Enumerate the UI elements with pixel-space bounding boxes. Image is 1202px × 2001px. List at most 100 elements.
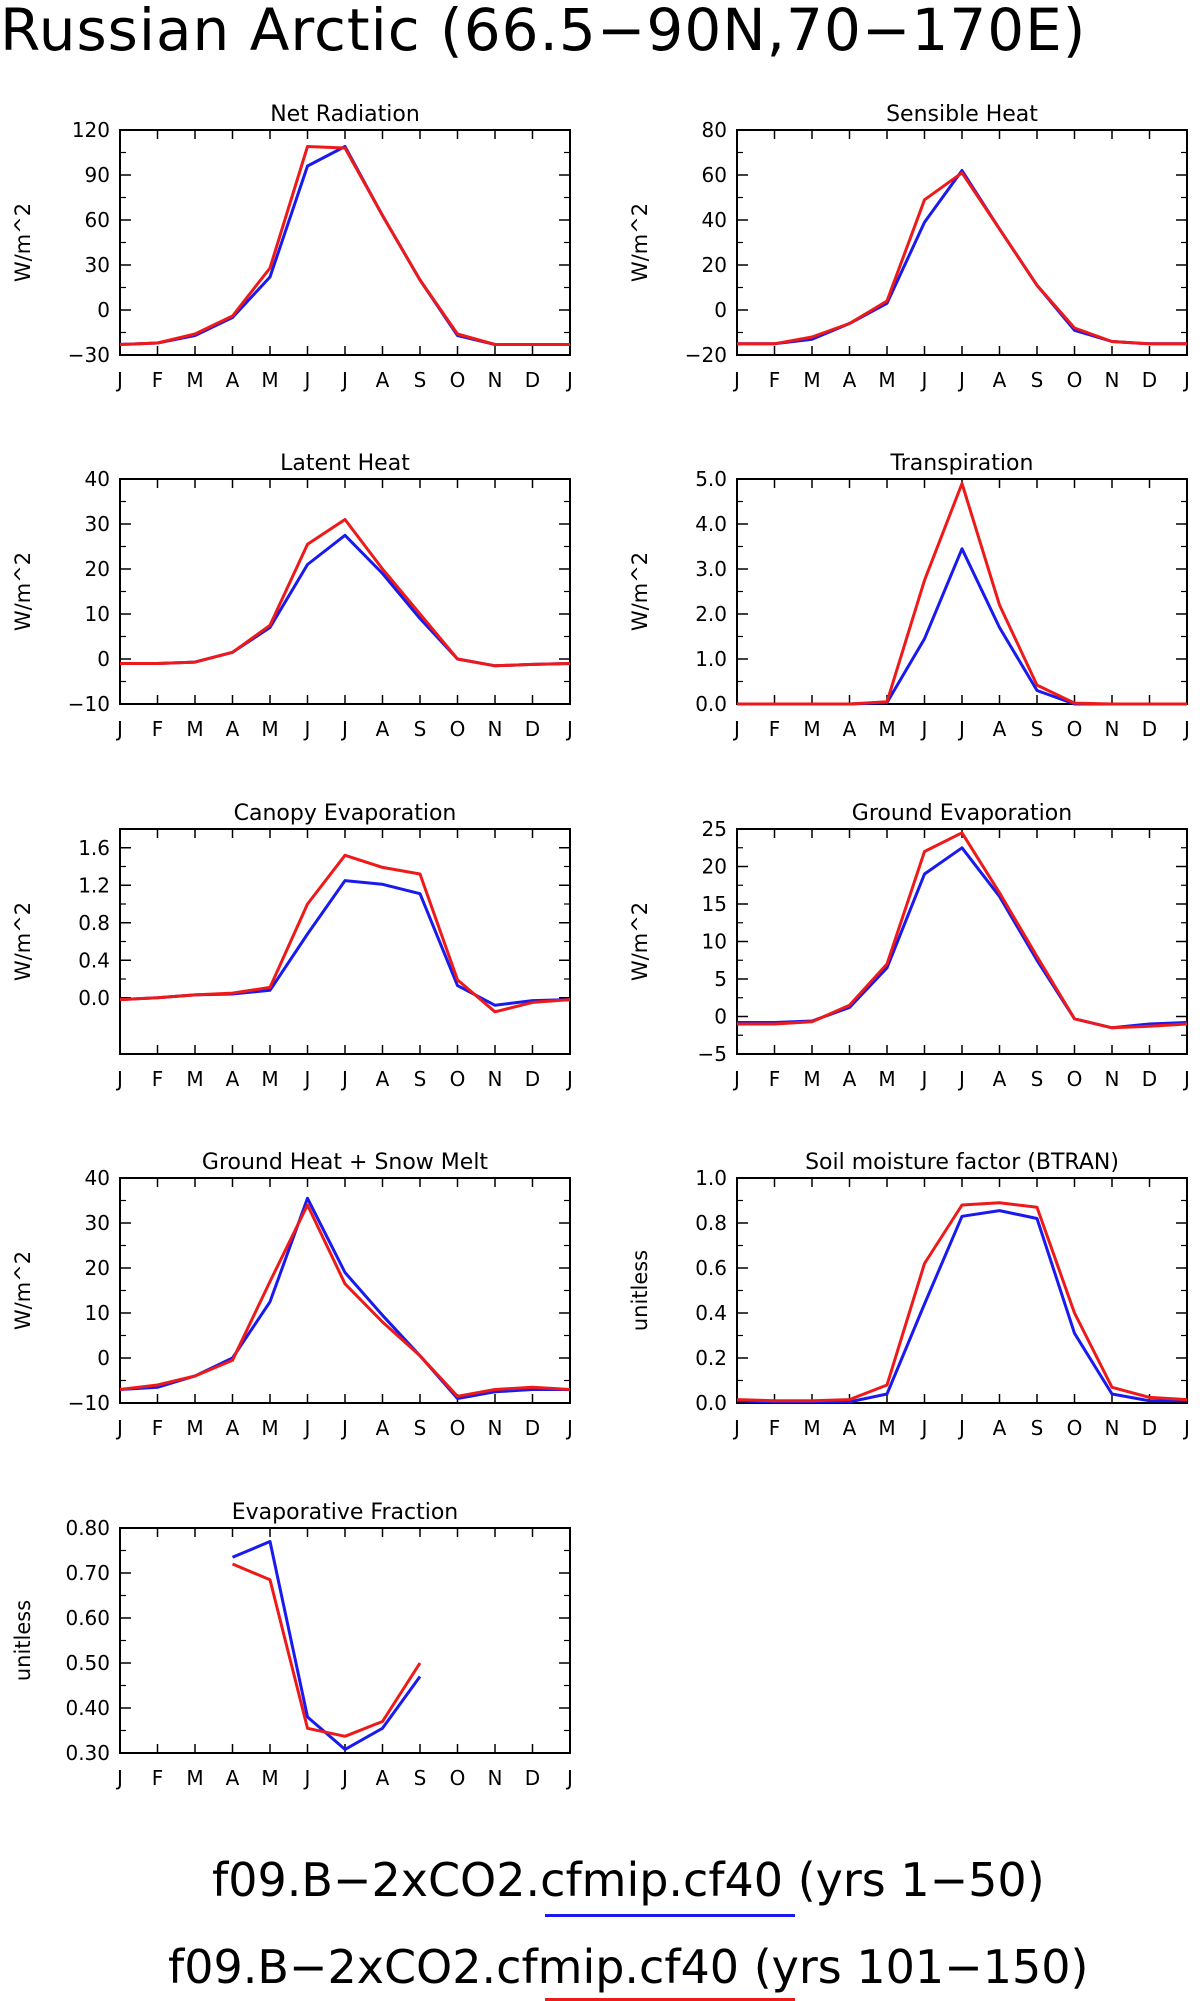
x-tick-label: S: [414, 368, 427, 392]
chart-title: Sensible Heat: [886, 102, 1038, 127]
legend-swatch-blue: [545, 1914, 795, 1917]
y-tick-label: 0.60: [65, 1606, 110, 1630]
x-tick-label: F: [152, 1416, 164, 1440]
y-tick-label: 1.6: [78, 836, 110, 860]
x-tick-label: J: [957, 1067, 965, 1091]
x-tick-label: J: [920, 1067, 928, 1091]
series-line-red: [120, 518, 571, 668]
x-tick-label: J: [565, 1766, 573, 1790]
y-axis-label: W/m^2: [11, 902, 35, 981]
x-tick-label: M: [261, 717, 278, 741]
x-tick-label: O: [1067, 1067, 1083, 1091]
y-tick-label: 0.8: [695, 1211, 727, 1235]
series-line-red: [231, 1562, 422, 1738]
x-tick-label: M: [186, 1766, 203, 1790]
y-tick-label: 0.8: [78, 911, 110, 935]
y-tick-label: 0.2: [695, 1346, 727, 1370]
x-tick-label: J: [957, 368, 965, 392]
x-tick-label: N: [488, 368, 503, 392]
x-tick-label: D: [525, 368, 540, 392]
x-tick-label: A: [376, 717, 390, 741]
x-tick-label: A: [376, 1416, 390, 1440]
y-tick-label: −30: [68, 343, 110, 367]
y-tick-label: −10: [68, 692, 110, 716]
x-tick-label: M: [186, 368, 203, 392]
y-tick-label: 0.4: [78, 948, 110, 972]
y-tick-label: 0.80: [65, 1516, 110, 1540]
y-tick-label: 0.30: [65, 1741, 110, 1765]
y-tick-label: 0.4: [695, 1301, 727, 1325]
x-tick-label: A: [993, 368, 1007, 392]
series-line-blue: [119, 879, 571, 1007]
series-line-blue: [119, 145, 570, 346]
x-tick-label: M: [878, 717, 895, 741]
y-tick-label: 20: [85, 1256, 110, 1280]
y-axis-label: unitless: [628, 1250, 652, 1331]
legend-label-red: f09.B−2xCO2.cfmip.cf40 (yrs 101−150): [168, 1940, 1089, 1994]
y-tick-label: 25: [702, 817, 727, 841]
y-tick-label: −10: [68, 1391, 110, 1415]
series-line-blue: [120, 533, 571, 668]
x-tick-label: A: [226, 368, 240, 392]
y-axis-label: unitless: [11, 1600, 35, 1681]
y-axis-label: W/m^2: [11, 203, 35, 282]
x-tick-label: O: [450, 1416, 466, 1440]
x-tick-label: F: [152, 368, 164, 392]
y-tick-label: 0.0: [78, 986, 110, 1010]
x-tick-label: F: [769, 1416, 781, 1440]
x-tick-label: M: [186, 1416, 203, 1440]
x-tick-label: D: [525, 1766, 540, 1790]
x-tick-label: J: [340, 1067, 348, 1091]
x-tick-label: S: [414, 1067, 427, 1091]
y-tick-label: 3.0: [695, 557, 727, 581]
series-line-red: [737, 831, 1188, 1030]
x-tick-label: M: [878, 1416, 895, 1440]
x-tick-label: O: [450, 1067, 466, 1091]
x-tick-label: M: [803, 1416, 820, 1440]
x-tick-label: J: [115, 1766, 123, 1790]
x-tick-label: S: [1031, 1067, 1044, 1091]
x-tick-label: M: [261, 1416, 278, 1440]
x-tick-label: N: [1105, 1416, 1120, 1440]
y-tick-label: 120: [72, 118, 110, 142]
x-tick-label: J: [1182, 1067, 1190, 1091]
x-tick-label: S: [414, 717, 427, 741]
x-tick-label: O: [450, 368, 466, 392]
x-tick-label: D: [525, 1067, 540, 1091]
series-line-red: [119, 853, 571, 1014]
x-tick-label: A: [376, 368, 390, 392]
y-tick-label: 0.6: [695, 1256, 727, 1280]
x-tick-label: N: [488, 1067, 503, 1091]
x-tick-label: J: [115, 1067, 123, 1091]
y-tick-label: 2.0: [695, 602, 727, 626]
x-tick-label: M: [261, 1766, 278, 1790]
y-axis-label: W/m^2: [11, 552, 35, 631]
series-line-red: [119, 145, 570, 346]
x-tick-label: J: [920, 1416, 928, 1440]
chart-title: Evaporative Fraction: [232, 1500, 458, 1525]
x-tick-label: D: [1142, 717, 1157, 741]
chart-title: Net Radiation: [270, 102, 420, 127]
x-tick-label: A: [226, 717, 240, 741]
x-tick-label: J: [957, 717, 965, 741]
x-tick-label: F: [152, 1067, 164, 1091]
series-line-blue: [119, 1196, 570, 1400]
x-tick-label: O: [450, 717, 466, 741]
x-tick-label: J: [303, 1766, 311, 1790]
y-tick-label: 0.40: [65, 1696, 110, 1720]
y-tick-label: 40: [702, 208, 727, 232]
x-tick-label: J: [1182, 368, 1190, 392]
x-tick-label: A: [843, 1416, 857, 1440]
y-tick-label: 90: [85, 163, 110, 187]
x-tick-label: J: [340, 1766, 348, 1790]
y-tick-label: 1.0: [695, 647, 727, 671]
y-tick-label: 80: [702, 118, 727, 142]
y-tick-label: 20: [702, 253, 727, 277]
plot-frame: [119, 1177, 571, 1404]
x-tick-label: A: [843, 1067, 857, 1091]
legend-label-blue: f09.B−2xCO2.cfmip.cf40 (yrs 1−50): [212, 1853, 1045, 1907]
y-tick-label: 20: [702, 855, 727, 879]
x-tick-label: J: [920, 368, 928, 392]
y-tick-label: 15: [702, 892, 727, 916]
x-tick-label: J: [565, 1067, 573, 1091]
